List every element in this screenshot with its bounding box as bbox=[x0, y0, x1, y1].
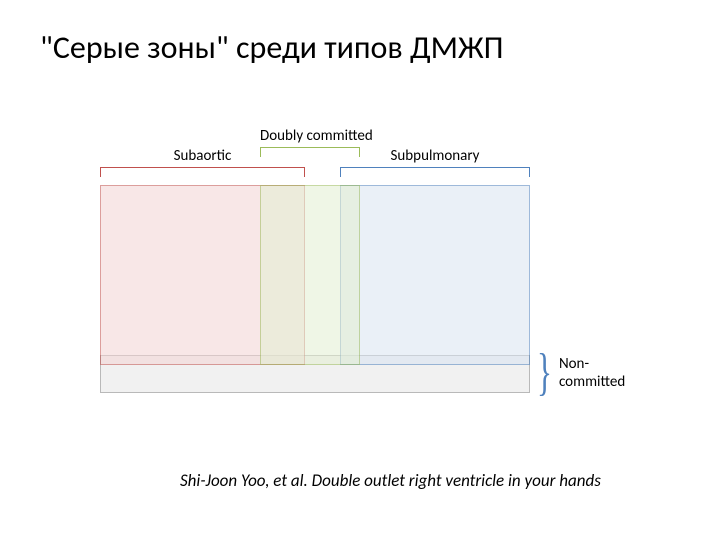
page-title: "Серые зоны" среди типов ДМЖП bbox=[40, 28, 503, 67]
subpulmonary-bracket bbox=[340, 167, 530, 177]
subpulmonary-label: Subpulmonary bbox=[340, 147, 530, 165]
noncommitted-brace: } bbox=[537, 350, 552, 397]
subpulmonary-region bbox=[340, 185, 530, 365]
vsd-zones-diagram: SubaorticSubpulmonaryDoubly committed } … bbox=[100, 120, 530, 380]
doubly-label: Doubly committed bbox=[260, 127, 360, 145]
doubly-region bbox=[260, 185, 360, 365]
subaortic-bracket bbox=[100, 167, 305, 177]
noncommitted-label: Non-committed bbox=[559, 355, 625, 391]
noncommitted-label-wrap: } Non-committed bbox=[532, 350, 625, 397]
citation: Shi-Joon Yoo, et al. Double outlet right… bbox=[180, 470, 601, 491]
doubly-bracket bbox=[260, 147, 360, 157]
